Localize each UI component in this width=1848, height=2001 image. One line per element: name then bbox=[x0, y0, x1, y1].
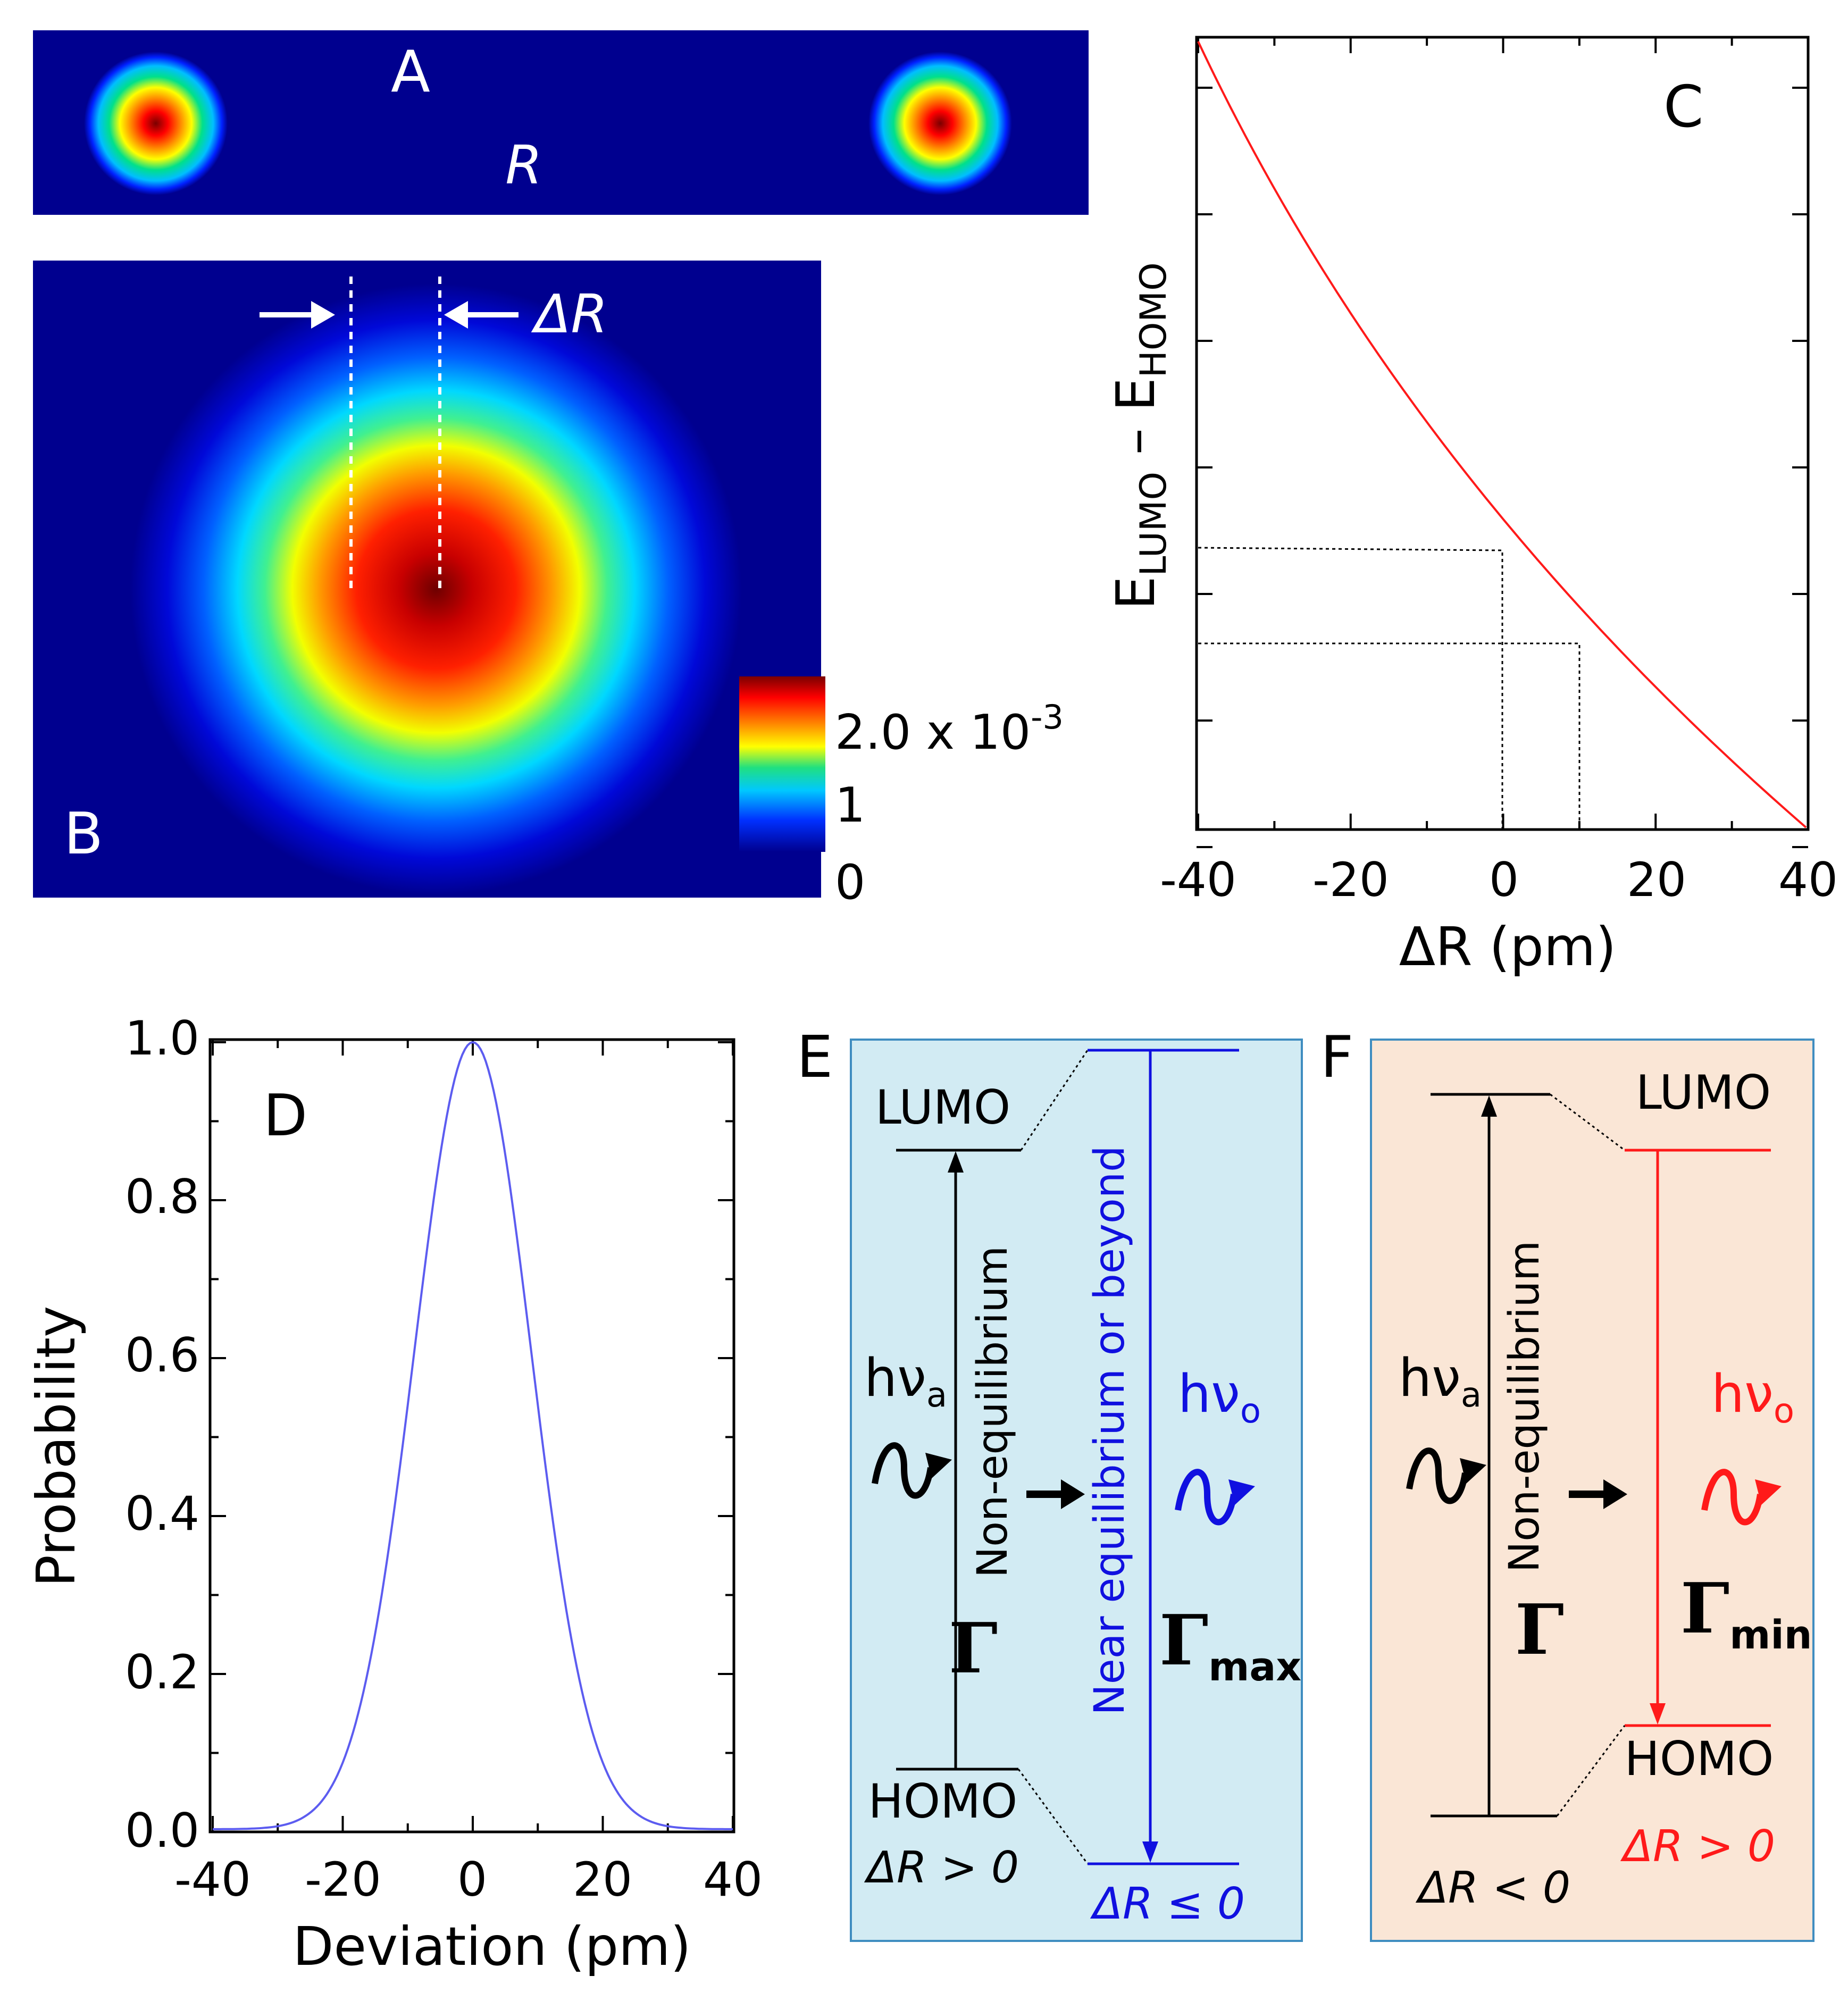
d-ytick-label: 0.4 bbox=[125, 1486, 199, 1541]
e-hva-label: hνa bbox=[864, 1348, 947, 1415]
colorbar-mid-label: 1 bbox=[835, 777, 865, 833]
f-delta-r-right: ΔR > 0 bbox=[1620, 1821, 1775, 1872]
f-delta-r-left: ΔR < 0 bbox=[1415, 1863, 1570, 1913]
panel-d: D 0.0 0.2 0.4 0.6 0.8 1.0 -40 -20 0 20 4… bbox=[25, 1011, 763, 1978]
panel-d-x-tick-labels: -40 -20 0 20 40 bbox=[174, 1852, 763, 1907]
panel-b: ΔR B 2.0 x 10-3 1 0 bbox=[33, 261, 1064, 910]
c-xtick-label: -40 bbox=[1160, 852, 1236, 907]
panel-c-guide-lines bbox=[1198, 547, 1581, 830]
e-absorbed-photon-head-icon bbox=[925, 1453, 952, 1478]
d-xtick-label: 20 bbox=[573, 1852, 632, 1907]
e-emitted-photon-icon bbox=[1175, 1469, 1237, 1526]
e-delta-r-right: ΔR ≤ 0 bbox=[1090, 1879, 1245, 1929]
f-absorption-arrowhead-icon bbox=[1481, 1095, 1497, 1117]
colorbar-bottom-label: 0 bbox=[835, 855, 865, 910]
panel-c-frame bbox=[1195, 36, 1810, 831]
c-xtick-label: -20 bbox=[1312, 852, 1389, 907]
gaussian-blob-left bbox=[84, 52, 228, 195]
e-absorption-arrowhead-icon bbox=[948, 1151, 964, 1173]
d-xtick-label: -20 bbox=[305, 1852, 381, 1907]
c-xtick-label: 20 bbox=[1627, 852, 1686, 907]
energy-gap-curve bbox=[1197, 41, 1807, 828]
delta-r-label: ΔR bbox=[531, 283, 608, 345]
f-emitted-photon-icon bbox=[1701, 1469, 1763, 1526]
d-xtick-label: 40 bbox=[703, 1852, 763, 1907]
panel-d-ticks bbox=[210, 1040, 734, 1833]
d-ytick-label: 1.0 bbox=[125, 1011, 199, 1066]
e-absorbed-photon-icon bbox=[872, 1442, 934, 1499]
f-hvo-label: hνo bbox=[1711, 1364, 1794, 1431]
panel-d-y-tick-labels: 0.0 0.2 0.4 0.6 0.8 1.0 bbox=[125, 1011, 199, 1858]
f-absorbed-photon-icon bbox=[1406, 1447, 1468, 1504]
e-emitted-photon-head-icon bbox=[1228, 1479, 1255, 1505]
f-connector-top bbox=[1550, 1093, 1625, 1151]
d-ytick-label: 0.8 bbox=[125, 1169, 199, 1224]
gaussian-blob-right bbox=[868, 52, 1012, 195]
panel-f-background bbox=[1370, 1039, 1814, 1942]
panel-c-x-axis-label: ΔR (pm) bbox=[1399, 916, 1617, 978]
d-ytick-label: 0.0 bbox=[125, 1803, 199, 1858]
panel-c-label: C bbox=[1663, 74, 1703, 140]
f-gamma-label: Γ bbox=[1515, 1589, 1564, 1670]
f-nonequilibrium-label: Non-equilibrium bbox=[1501, 1241, 1549, 1572]
c-xtick-label: 40 bbox=[1778, 852, 1838, 907]
panel-e: E LUMO HOMO Non-equilibrium Near equilib… bbox=[797, 1024, 1303, 1942]
c-xtick-label: 0 bbox=[1489, 852, 1519, 907]
r-label: R bbox=[505, 134, 542, 196]
panel-f-label: F bbox=[1320, 1024, 1353, 1091]
e-connector-bottom bbox=[1017, 1769, 1089, 1864]
e-nonequilibrium-label: Non-equilibrium bbox=[969, 1246, 1017, 1578]
arrow-left-icon bbox=[444, 301, 519, 329]
panel-d-x-axis-label: Deviation (pm) bbox=[292, 1915, 691, 1978]
e-homo-label: HOMO bbox=[868, 1774, 1018, 1829]
panel-b-label: B bbox=[64, 801, 103, 867]
e-lumo-label: LUMO bbox=[875, 1080, 1010, 1135]
e-near-equilibrium-label: Near equilibrium or beyond bbox=[1086, 1145, 1134, 1715]
f-connector-bottom bbox=[1556, 1725, 1626, 1816]
panel-c-x-tick-labels: -40 -20 0 20 40 bbox=[1160, 852, 1838, 907]
d-xtick-label: -40 bbox=[174, 1852, 251, 1907]
f-emission-arrowhead-icon bbox=[1650, 1703, 1666, 1724]
e-connector-top bbox=[1020, 1050, 1089, 1151]
f-transition-arrowhead-icon bbox=[1603, 1479, 1627, 1509]
panel-a: A R bbox=[33, 30, 1089, 215]
probability-curve bbox=[213, 1041, 733, 1830]
e-emission-arrowhead-icon bbox=[1142, 1841, 1158, 1863]
e-hvo-label: hνo bbox=[1178, 1364, 1261, 1431]
f-homo-label: HOMO bbox=[1625, 1731, 1774, 1786]
d-ytick-label: 0.6 bbox=[125, 1328, 199, 1383]
e-transition-arrowhead-icon bbox=[1061, 1479, 1085, 1509]
e-gamma-label: Γ bbox=[949, 1608, 998, 1689]
panel-a-label: A bbox=[391, 39, 430, 105]
colorbar bbox=[739, 676, 825, 852]
f-absorbed-photon-head-icon bbox=[1460, 1458, 1486, 1484]
f-gamma-min-label: Γmin bbox=[1680, 1568, 1812, 1658]
panel-c-ticks bbox=[1197, 37, 1809, 848]
gaussian-blob-large bbox=[130, 283, 742, 895]
d-xtick-label: 0 bbox=[457, 1852, 487, 1907]
panel-d-label: D bbox=[263, 1083, 307, 1149]
f-hva-label: hνa bbox=[1399, 1348, 1482, 1415]
d-ytick-label: 0.2 bbox=[125, 1645, 199, 1699]
panel-c-y-axis-label: ELUMO – EHOMO bbox=[1105, 262, 1175, 609]
colorbar-top-label: 2.0 x 10-3 bbox=[835, 698, 1064, 760]
panel-c: C -40 -20 0 20 40 ΔR (pm) ELUMO – EHOMO bbox=[1105, 36, 1838, 978]
panel-d-y-axis-label: Probability bbox=[25, 1306, 87, 1587]
f-lumo-label: LUMO bbox=[1636, 1065, 1771, 1120]
e-gamma-max-label: Γmax bbox=[1159, 1600, 1301, 1690]
e-delta-r-left: ΔR > 0 bbox=[864, 1843, 1019, 1893]
panel-d-frame bbox=[208, 1038, 735, 1833]
panel-f: F LUMO HOMO Non-equilibrium hνa hνo Γ Γm… bbox=[1320, 1024, 1814, 1942]
panel-e-label: E bbox=[797, 1024, 833, 1091]
arrow-right-icon bbox=[260, 301, 335, 329]
f-emitted-photon-head-icon bbox=[1755, 1479, 1782, 1505]
